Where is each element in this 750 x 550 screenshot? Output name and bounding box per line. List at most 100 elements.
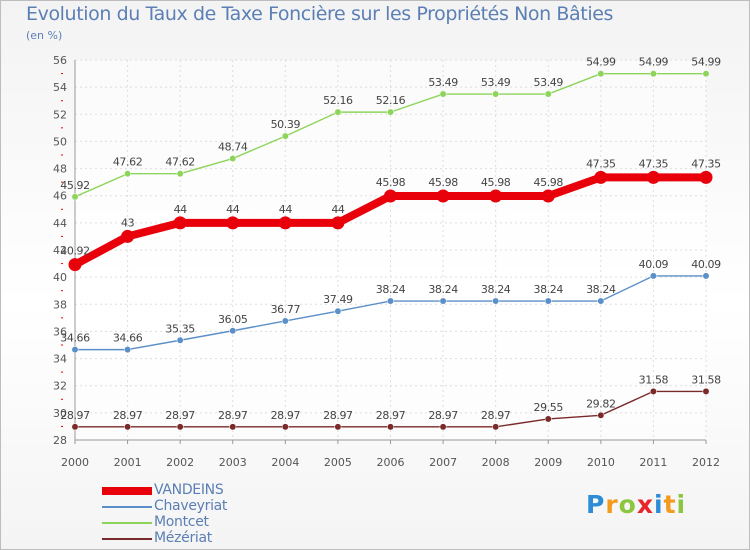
data-point-montcet: [71, 193, 79, 201]
data-point-chaveyriat: [492, 297, 500, 305]
data-label-montcet: 54.99: [691, 56, 721, 69]
legend-swatch-montcet: [102, 522, 152, 524]
data-label-montcet: 50.39: [271, 118, 301, 131]
x-tick-label: 2012: [692, 456, 720, 469]
data-label-montcet: 45.92: [60, 179, 90, 192]
data-point-chaveyriat: [124, 346, 132, 354]
data-label-vandeins: 45.98: [376, 176, 406, 189]
data-label-montcet: 52.16: [376, 94, 406, 107]
legend-swatch-vandeins: [102, 487, 152, 495]
data-label-mezeriat: 28.97: [376, 409, 406, 422]
data-label-vandeins: 45.98: [428, 176, 458, 189]
x-tick-label: 2006: [377, 456, 405, 469]
x-tick-label: 2009: [534, 456, 562, 469]
data-point-vandeins: [384, 189, 397, 203]
data-label-vandeins: 44: [174, 203, 188, 216]
legend-label-montcet: Montcet: [154, 514, 209, 530]
data-point-chaveyriat: [229, 327, 237, 335]
proxiti-logo: Proxiti: [586, 490, 686, 519]
legend-swatch-chaveyriat: [102, 506, 152, 508]
data-point-vandeins: [436, 189, 450, 203]
data-point-mezeriat: [439, 423, 447, 431]
data-label-chaveyriat: 38.24: [481, 283, 511, 296]
data-label-montcet: 53.49: [481, 76, 511, 89]
data-point-mezeriat: [649, 387, 657, 395]
axes: 28 30 32 34 36 38 40 42 44 46 48 50 52 54 56 2000 2001 20…: [53, 54, 720, 469]
data-label-vandeins: 44: [331, 203, 345, 216]
data-point-montcet: [544, 90, 552, 98]
y-tick-label: 30: [53, 407, 67, 420]
y-tick-label: 28: [53, 434, 67, 447]
data-label-vandeins: 40.92: [60, 245, 90, 258]
data-point-vandeins: [541, 189, 555, 203]
y-tick-label: 50: [53, 135, 67, 148]
logo-letter: x: [636, 490, 654, 519]
data-label-chaveyriat: 40.09: [639, 258, 669, 271]
y-tick-label: 52: [53, 108, 67, 121]
data-point-vandeins: [699, 170, 713, 184]
logo-letter: P: [586, 490, 606, 519]
data-point-montcet: [492, 90, 500, 98]
data-point-chaveyriat: [176, 336, 184, 344]
data-label-mezeriat: 28.97: [428, 409, 458, 422]
y-tick-label: 46: [53, 190, 67, 203]
data-point-chaveyriat: [334, 307, 342, 315]
logo-letter: o: [618, 490, 637, 519]
data-point-montcet: [176, 170, 184, 178]
y-tick-label: 42: [53, 244, 67, 257]
logo-letter: r: [605, 490, 619, 519]
data-label-chaveyriat: 34.66: [60, 332, 90, 345]
data-point-montcet: [387, 108, 394, 116]
data-label-montcet: 47.62: [113, 156, 143, 169]
data-label-vandeins: 45.98: [481, 176, 511, 189]
data-point-vandeins: [278, 216, 292, 230]
y-tick-label: 38: [53, 298, 67, 311]
data-point-chaveyriat: [281, 317, 289, 325]
data-label-vandeins: 44: [279, 203, 293, 216]
data-label-mezeriat: 28.97: [323, 409, 353, 422]
x-tick-label: 2001: [114, 456, 142, 469]
data-point-chaveyriat: [387, 297, 394, 305]
data-label-chaveyriat: 38.24: [376, 283, 406, 296]
data-label-chaveyriat: 34.66: [113, 332, 143, 345]
data-point-montcet: [597, 70, 605, 78]
x-tick-label: 2003: [219, 456, 247, 469]
unit-label: (en %): [26, 29, 63, 42]
y-tick-label: 54: [53, 81, 67, 94]
data-label-montcet: 52.16: [323, 94, 353, 107]
x-tick-label: 2011: [639, 456, 667, 469]
data-point-chaveyriat: [439, 297, 447, 305]
data-point-montcet: [702, 70, 710, 78]
data-point-vandeins: [121, 229, 135, 243]
legend-label-chaveyriat: Chaveyriat: [154, 498, 228, 514]
grid: [74, 59, 707, 441]
data-label-chaveyriat: 38.24: [428, 283, 458, 296]
data-point-mezeriat: [597, 411, 605, 419]
logo-letter: i: [676, 490, 687, 519]
data-point-vandeins: [68, 258, 82, 272]
data-label-montcet: 54.99: [639, 56, 669, 69]
data-point-vandeins: [331, 216, 345, 230]
y-tick-label: 48: [53, 163, 67, 176]
data-point-chaveyriat: [702, 272, 710, 280]
data-point-mezeriat: [124, 423, 132, 431]
data-label-vandeins: 45.98: [534, 176, 564, 189]
y-tick-label: 34: [53, 353, 67, 366]
data-labels: 34.66 34.66 35.35 36.05 36.77 37.49 38.24 38.24…: [60, 56, 721, 422]
legend-label-vandeins: VANDEINS: [154, 482, 224, 498]
data-label-chaveyriat: 40.09: [691, 258, 721, 271]
x-tick-label: 2010: [587, 456, 615, 469]
y-tick-label: 36: [53, 325, 67, 338]
x-tick-label: 2008: [482, 456, 510, 469]
y-tick-label: 56: [53, 54, 67, 67]
data-label-mezeriat: 28.97: [481, 409, 511, 422]
data-label-vandeins: 43: [121, 216, 135, 229]
data-label-chaveyriat: 36.05: [218, 313, 248, 326]
data-point-vandeins: [173, 216, 187, 230]
data-point-montcet: [439, 90, 447, 98]
x-tick-label: 2005: [324, 456, 352, 469]
data-point-vandeins: [594, 170, 608, 184]
data-point-mezeriat: [702, 387, 710, 395]
data-label-mezeriat: 29.55: [534, 401, 564, 414]
data-point-montcet: [649, 70, 657, 78]
